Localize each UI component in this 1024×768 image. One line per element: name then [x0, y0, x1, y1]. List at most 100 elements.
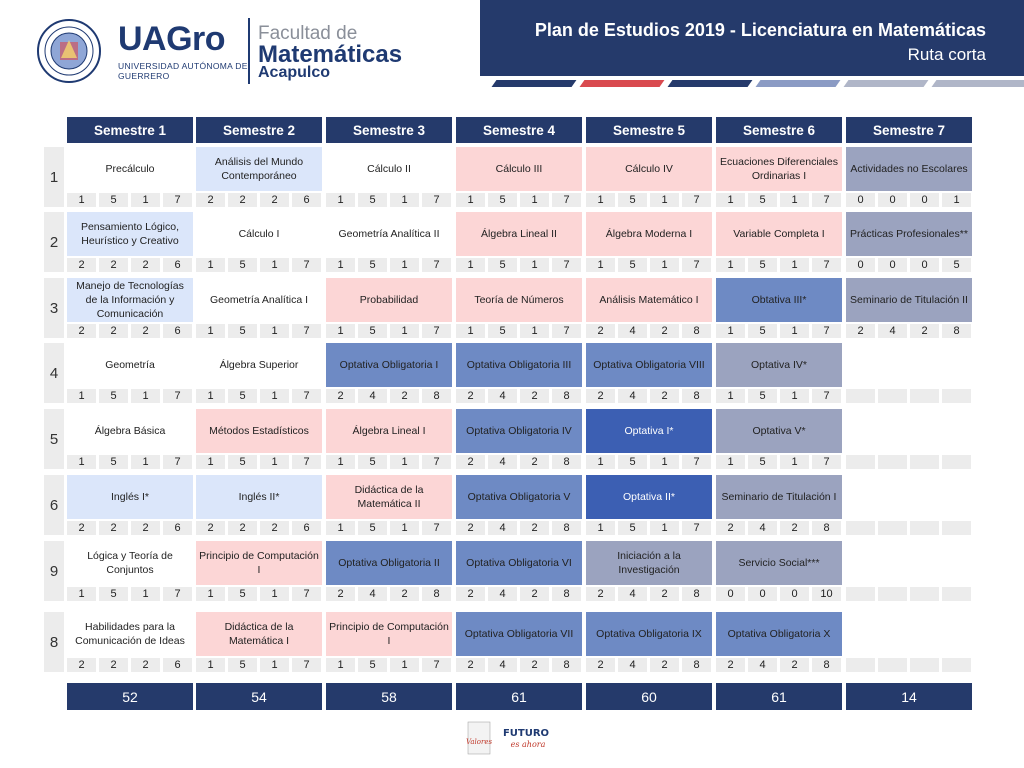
credit-value: 1 — [390, 455, 419, 469]
credit-value: 5 — [488, 193, 517, 207]
credit-value: 7 — [422, 258, 451, 272]
credit-value: 1 — [131, 455, 160, 469]
credit-value: 2 — [846, 324, 875, 338]
course-cell: Cálculo III — [456, 147, 582, 191]
credit-value: 1 — [67, 389, 96, 403]
credit-value — [878, 389, 907, 403]
credit-value: 5 — [99, 587, 128, 601]
credit-value: 1 — [131, 587, 160, 601]
semester-total: 14 — [846, 683, 972, 710]
course-cell: Optativa Obligatoria IV — [456, 409, 582, 453]
semester-header: Semestre 5 — [586, 117, 712, 143]
semester-header: Semestre 6 — [716, 117, 842, 143]
credit-value: 1 — [260, 587, 289, 601]
credit-value: 2 — [228, 521, 257, 535]
stripe — [491, 80, 577, 87]
credit-value: 4 — [878, 324, 907, 338]
credit-value: 5 — [228, 258, 257, 272]
credit-value: 0 — [846, 258, 875, 272]
credit-value: 7 — [682, 258, 711, 272]
credit-value: 5 — [228, 455, 257, 469]
credit-value — [942, 587, 971, 601]
credit-value: 7 — [812, 389, 841, 403]
credit-value: 1 — [456, 324, 485, 338]
credit-value: 2 — [228, 193, 257, 207]
credit-value: 6 — [163, 521, 192, 535]
credit-value: 1 — [260, 389, 289, 403]
credit-value: 4 — [488, 658, 517, 672]
credit-value: 2 — [910, 324, 939, 338]
credit-value: 2 — [456, 455, 485, 469]
credit-value: 1 — [326, 258, 355, 272]
credit-value: 1 — [326, 324, 355, 338]
credit-value: 2 — [456, 587, 485, 601]
semester-total: 60 — [586, 683, 712, 710]
course-cell: Álgebra Moderna I — [586, 212, 712, 256]
credit-value: 7 — [163, 389, 192, 403]
credit-value: 1 — [326, 193, 355, 207]
footer-logos: Valores FUTURO es ahora — [462, 718, 562, 758]
credit-value: 5 — [748, 389, 777, 403]
credit-value: 2 — [586, 389, 615, 403]
faculty-line2: Matemáticas — [258, 41, 403, 68]
credit-value: 1 — [780, 193, 809, 207]
credit-value — [878, 658, 907, 672]
credit-value: 5 — [358, 193, 387, 207]
credit-value: 2 — [196, 193, 225, 207]
credit-value: 1 — [650, 455, 679, 469]
credit-value: 5 — [618, 193, 647, 207]
credit-value: 6 — [163, 258, 192, 272]
university-full-name: UNIVERSIDAD AUTÓNOMA DE GUERRERO — [118, 61, 248, 81]
credit-value: 2 — [99, 258, 128, 272]
course-cell: Optativa Obligatoria II — [326, 541, 452, 585]
credit-value: 5 — [228, 324, 257, 338]
credit-value: 7 — [812, 258, 841, 272]
credit-value: 7 — [682, 455, 711, 469]
credit-value: 1 — [67, 193, 96, 207]
course-cell: Teoría de Números — [456, 278, 582, 322]
credit-value: 2 — [99, 324, 128, 338]
semester-total: 54 — [196, 683, 322, 710]
course-cell: Optativa Obligatoria X — [716, 612, 842, 656]
credit-value: 2 — [586, 658, 615, 672]
credit-value: 7 — [682, 521, 711, 535]
course-cell: Habilidades para la Comunicación de Idea… — [67, 612, 193, 656]
svg-text:es ahora: es ahora — [511, 740, 546, 749]
course-cell: Métodos Estadísticos — [196, 409, 322, 453]
credit-value — [846, 658, 875, 672]
credit-value: 1 — [196, 587, 225, 601]
credit-value — [942, 455, 971, 469]
credit-value: 2 — [131, 521, 160, 535]
semester-total: 61 — [456, 683, 582, 710]
credit-value: 7 — [422, 455, 451, 469]
course-cell: Geometría Analítica II — [326, 212, 452, 256]
course-cell: Geometría — [67, 343, 193, 387]
credit-value: 10 — [812, 587, 841, 601]
semester-total: 58 — [326, 683, 452, 710]
row-label: 9 — [44, 541, 64, 601]
course-cell: Optativa IV* — [716, 343, 842, 387]
course-cell: Obtativa III* — [716, 278, 842, 322]
credit-value: 0 — [910, 258, 939, 272]
credit-value: 2 — [650, 389, 679, 403]
credit-value: 1 — [586, 521, 615, 535]
credit-value: 4 — [488, 389, 517, 403]
course-cell: Análisis Matemático I — [586, 278, 712, 322]
course-cell: Didáctica de la Matemática II — [326, 475, 452, 519]
credit-value: 4 — [748, 658, 777, 672]
course-cell: Servicio Social*** — [716, 541, 842, 585]
course-cell: Optativa Obligatoria V — [456, 475, 582, 519]
credit-value: 5 — [618, 258, 647, 272]
credit-value: 5 — [748, 193, 777, 207]
row-label: 1 — [44, 147, 64, 207]
credit-value: 8 — [682, 658, 711, 672]
credit-value: 8 — [552, 455, 581, 469]
credit-value — [846, 587, 875, 601]
credit-value: 1 — [650, 193, 679, 207]
credit-value: 1 — [196, 455, 225, 469]
credit-value: 1 — [390, 258, 419, 272]
stripe — [667, 80, 753, 87]
credit-value: 8 — [552, 658, 581, 672]
stripe — [579, 80, 665, 87]
credit-value: 2 — [456, 658, 485, 672]
